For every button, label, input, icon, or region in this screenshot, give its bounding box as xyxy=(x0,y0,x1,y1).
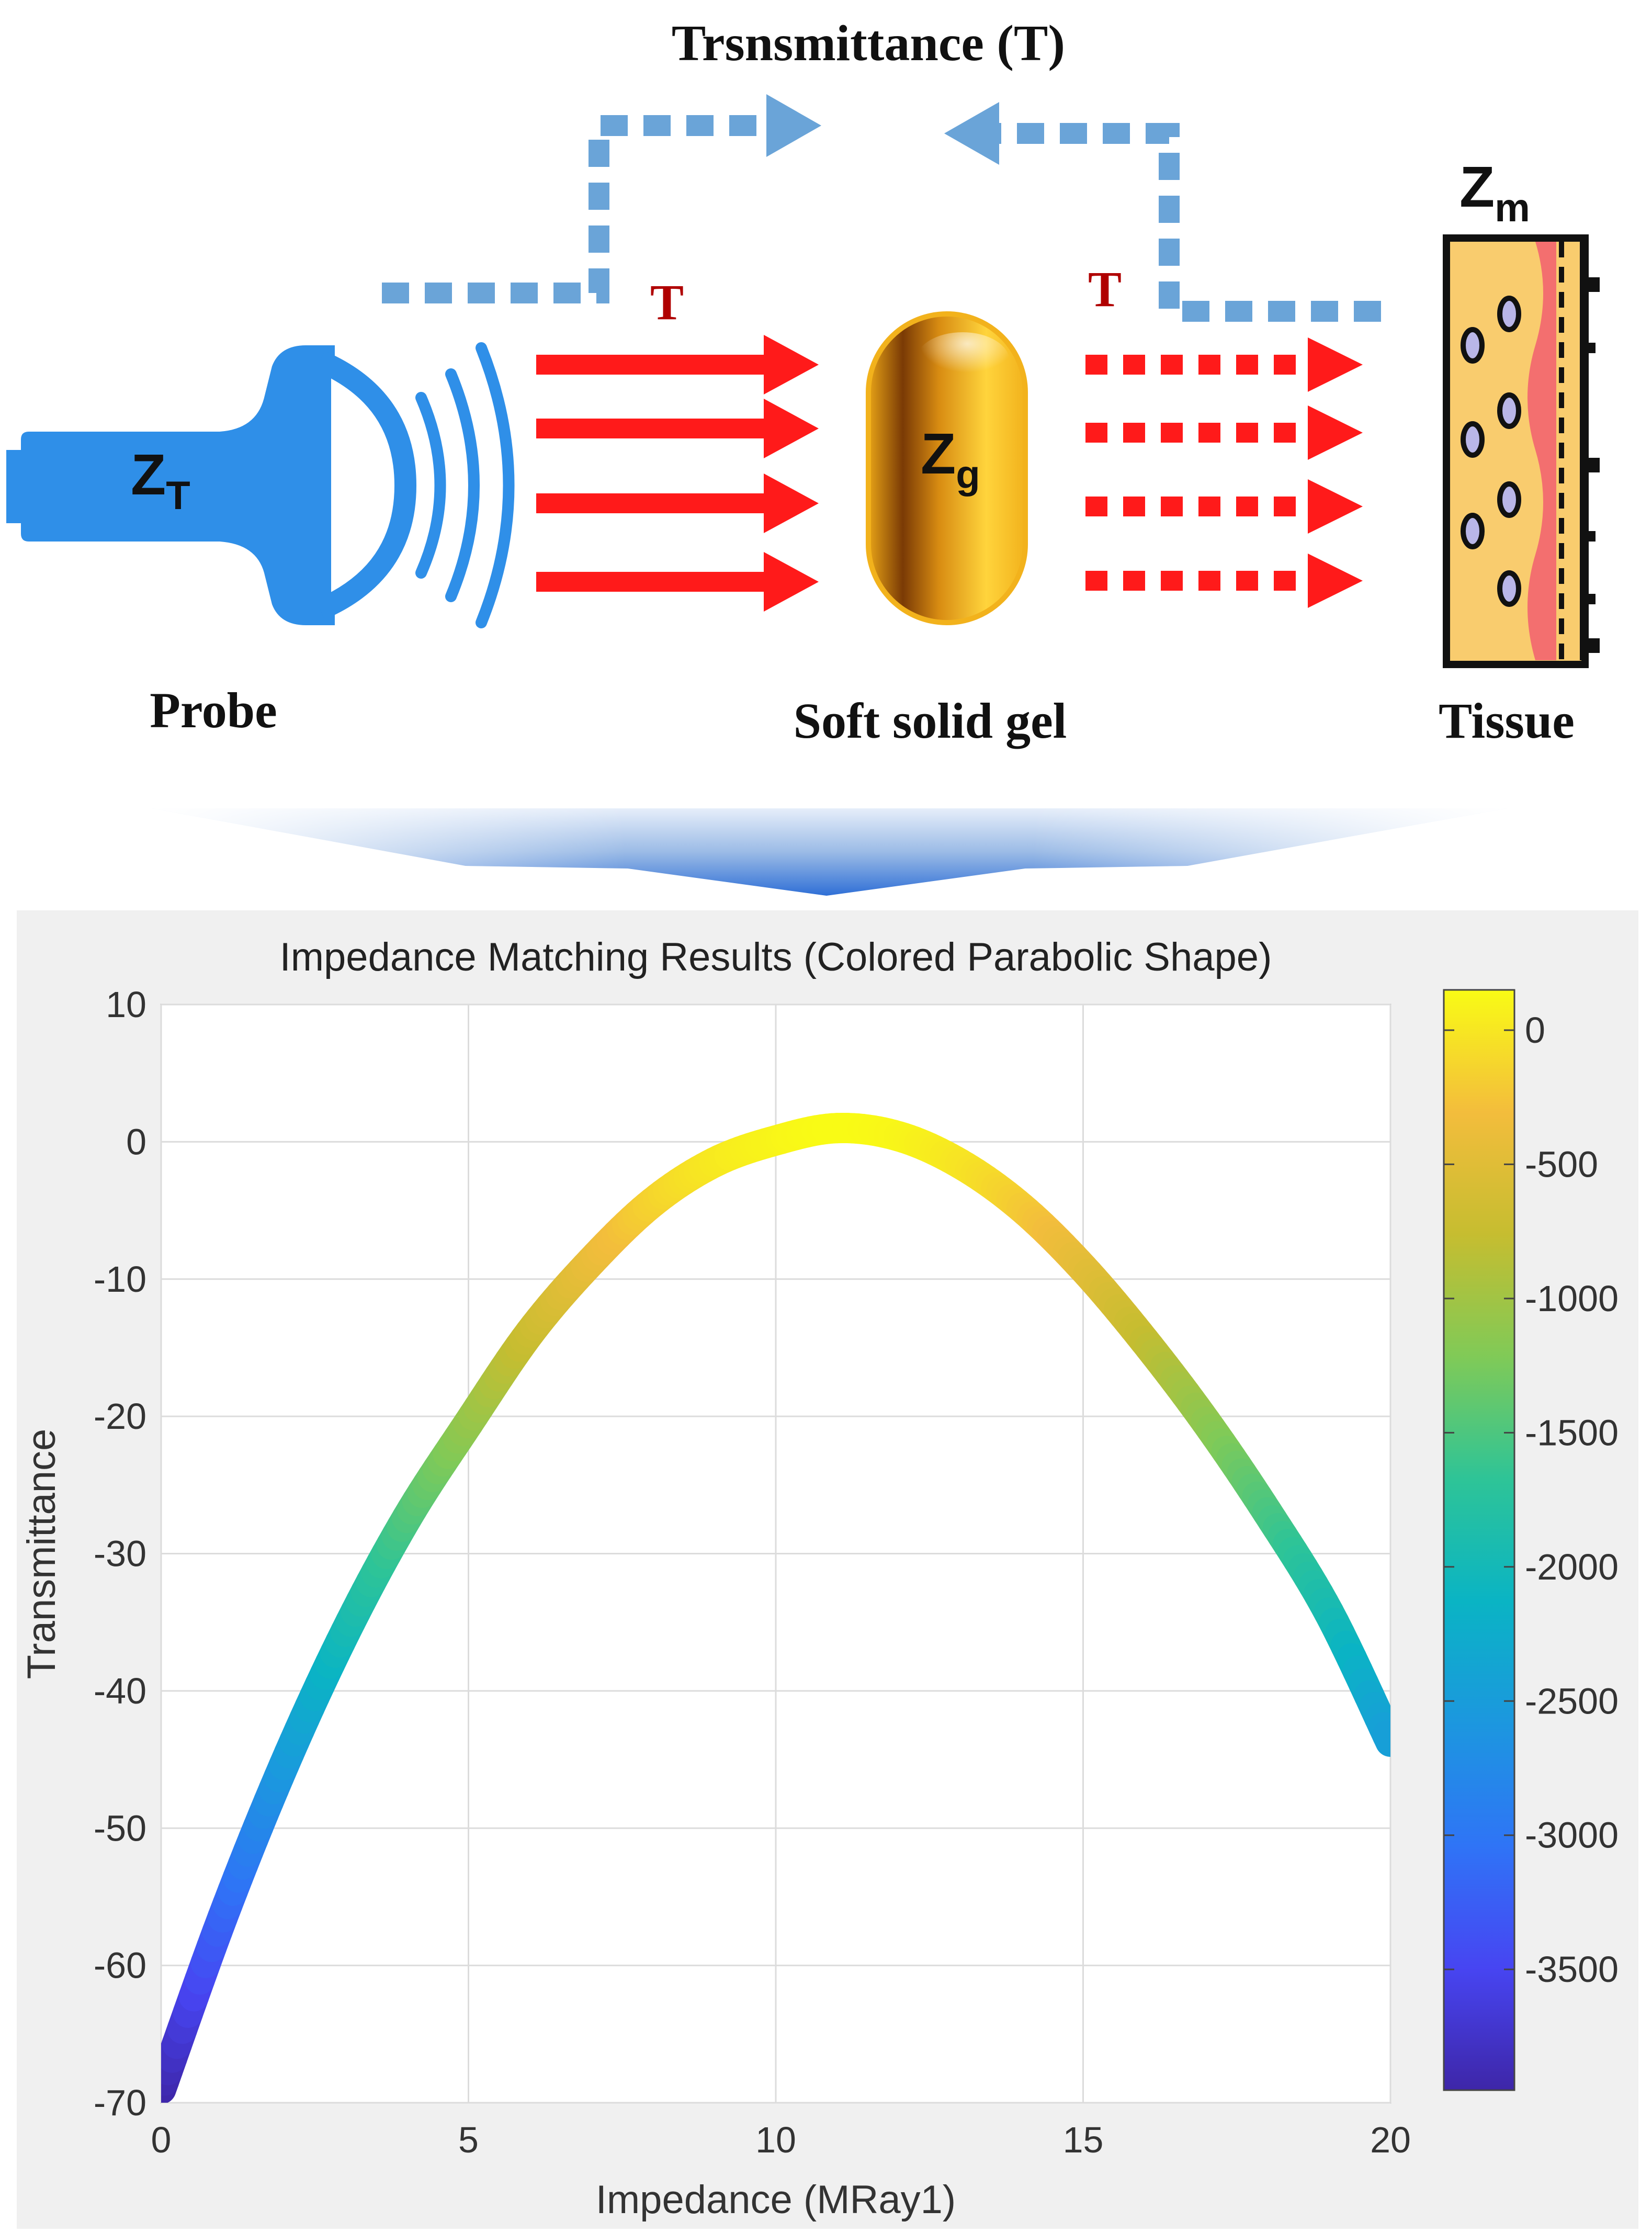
gel-impedance-sub: g xyxy=(956,453,980,497)
colorbar-tick-label: -1500 xyxy=(1525,1412,1619,1453)
probe-wave-3 xyxy=(476,342,515,628)
tissue-impedance-symbol: Zm xyxy=(1459,155,1530,230)
tissue-impedance-sub: m xyxy=(1495,186,1530,230)
colorbar-tick-label: -1000 xyxy=(1525,1278,1619,1319)
gel: Zg Soft solid gel xyxy=(794,311,1067,749)
solid-arrow xyxy=(536,335,819,394)
probe-wave-2 xyxy=(445,368,480,602)
probe-body xyxy=(21,345,335,625)
y-tick-label: -40 xyxy=(94,1671,146,1711)
y-tick-label: -70 xyxy=(94,2082,146,2123)
colorbar-tick-label: -2500 xyxy=(1525,1681,1619,1721)
tissue-impedance-main: Z xyxy=(1459,155,1495,219)
feedback-label: Trsnsmittance (T) xyxy=(672,15,1065,72)
probe-wave-1 xyxy=(415,392,446,579)
y-tick-label: 10 xyxy=(106,984,146,1025)
gel-capsule xyxy=(866,311,1028,625)
dashed-arrow xyxy=(1085,405,1363,460)
tissue-cells xyxy=(1461,296,1521,607)
arrow-label-right: T xyxy=(1088,261,1122,317)
gel-highlight xyxy=(915,332,1010,390)
probe-impedance-main: Z xyxy=(131,443,166,507)
gel-label: Soft solid gel xyxy=(794,693,1067,749)
feedback-arrowhead-right xyxy=(766,94,821,157)
tissue-label: Tissue xyxy=(1439,693,1575,749)
transmission-arrows-solid: T xyxy=(536,274,819,612)
gel-impedance-symbol: Zg xyxy=(921,422,980,497)
y-axis-ticks: 10 0 -10 -20 -30 -40 -50 -60 -70 xyxy=(94,984,146,2123)
y-axis-label: Transmittance xyxy=(19,1429,64,1679)
feedback-arrowhead-left xyxy=(944,102,999,165)
colorbar-tick-label: -500 xyxy=(1525,1144,1598,1185)
series-line xyxy=(161,1112,1390,2103)
colorbar-tick-label: -3000 xyxy=(1525,1815,1619,1856)
probe-impedance-symbol: ZT xyxy=(131,443,190,518)
probe-impedance-sub: T xyxy=(166,473,190,518)
colorbar-tick-label: -2000 xyxy=(1525,1547,1619,1587)
feedback-path-left xyxy=(382,115,769,303)
colorbar-tick-label: -3500 xyxy=(1525,1949,1619,1990)
y-tick-label: 0 xyxy=(126,1121,146,1162)
y-tick-label: -50 xyxy=(94,1808,146,1848)
x-axis-label: Impedance (MRay1) xyxy=(596,2178,956,2222)
dashed-arrow xyxy=(1085,554,1363,608)
x-tick-label: 15 xyxy=(1063,2119,1104,2160)
transmission-arrows-dashed: T xyxy=(1085,261,1363,608)
y-tick-label: -60 xyxy=(94,1945,146,1986)
chart-figure: 0 5 10 15 20 10 0 -10 -20 -30 -40 -50 -60 -70 Impeda… xyxy=(17,910,1638,2229)
funnel-connector xyxy=(152,808,1507,896)
feedback-loop: Trsnsmittance (T) xyxy=(382,15,1381,322)
x-tick-label: 5 xyxy=(458,2119,479,2160)
x-tick-label: 20 xyxy=(1370,2119,1411,2160)
y-tick-label: -30 xyxy=(94,1533,146,1574)
probe-face xyxy=(309,351,417,620)
solid-arrow xyxy=(536,552,819,612)
colorbar-ticks: 0 -500 -1000 -1500 -2000 -2500 -3000 -3500 xyxy=(1444,1010,1619,1990)
tissue: Zm Tissue xyxy=(1439,155,1600,749)
x-axis-ticks: 0 5 10 15 20 xyxy=(151,2119,1411,2160)
series-segment xyxy=(1372,1720,1390,1757)
colorbar: 0 -500 -1000 -1500 -2000 -2500 -3000 -3500 xyxy=(1443,989,1619,2091)
feedback-path-right xyxy=(997,123,1381,322)
colorbar-tick-label: 0 xyxy=(1525,1010,1545,1051)
tissue-membrane xyxy=(1527,242,1556,660)
colorbar-bar xyxy=(1443,989,1515,2091)
solid-arrow xyxy=(536,473,819,533)
x-tick-label: 0 xyxy=(151,2119,172,2160)
solid-arrow xyxy=(536,399,819,458)
dashed-arrow xyxy=(1085,479,1363,534)
probe: ZT Probe xyxy=(6,342,515,738)
gel-impedance-main: Z xyxy=(921,422,956,486)
y-tick-label: -10 xyxy=(94,1259,146,1300)
dashed-arrow xyxy=(1085,337,1363,392)
funnel-fade xyxy=(152,808,1507,896)
probe-label: Probe xyxy=(150,682,277,738)
arrow-label-left: T xyxy=(650,274,684,330)
tissue-markers xyxy=(1585,277,1600,653)
y-tick-label: -20 xyxy=(94,1396,146,1437)
impedance-diagram: Trsnsmittance (T) ZT Probe T xyxy=(6,15,1600,749)
chart-title: Impedance Matching Results (Colored Para… xyxy=(280,935,1272,979)
x-tick-label: 10 xyxy=(755,2119,796,2160)
